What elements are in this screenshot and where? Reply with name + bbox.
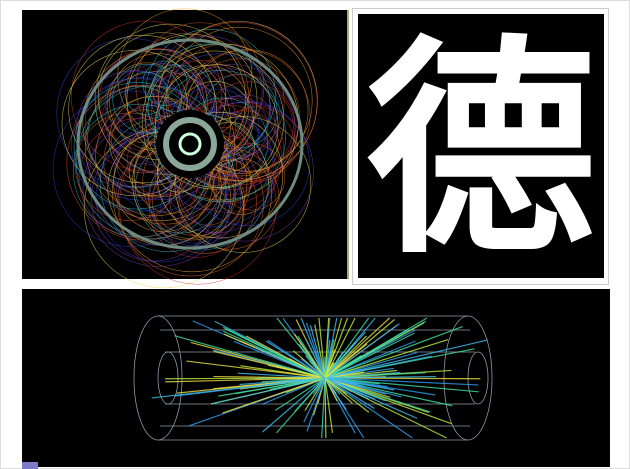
track bbox=[213, 350, 326, 379]
track bbox=[124, 71, 168, 115]
track bbox=[112, 63, 182, 134]
track bbox=[165, 377, 326, 383]
track bbox=[94, 23, 246, 176]
track bbox=[314, 324, 326, 379]
track bbox=[105, 63, 216, 174]
track bbox=[324, 317, 338, 379]
track bbox=[324, 317, 376, 379]
track bbox=[324, 326, 463, 379]
track bbox=[318, 317, 326, 379]
track bbox=[305, 339, 326, 379]
track bbox=[84, 70, 236, 222]
track bbox=[103, 100, 228, 225]
track bbox=[324, 377, 347, 410]
track bbox=[209, 159, 253, 203]
track bbox=[154, 111, 277, 234]
track bbox=[213, 375, 326, 379]
track bbox=[324, 323, 400, 379]
track bbox=[218, 377, 326, 397]
corner-marker bbox=[22, 462, 38, 469]
track bbox=[218, 143, 286, 211]
track-spray bbox=[151, 317, 488, 439]
track bbox=[303, 377, 326, 423]
track bbox=[324, 377, 418, 419]
track bbox=[151, 377, 326, 399]
track bbox=[161, 114, 275, 228]
track bbox=[324, 328, 409, 379]
track bbox=[324, 332, 415, 379]
track bbox=[324, 343, 368, 379]
track bbox=[212, 377, 326, 405]
track bbox=[324, 377, 479, 386]
character-panel bbox=[358, 14, 604, 278]
track bbox=[324, 317, 343, 379]
track bbox=[261, 377, 326, 433]
track bbox=[188, 68, 272, 152]
track bbox=[274, 377, 326, 411]
divider bbox=[347, 10, 349, 279]
track bbox=[177, 147, 280, 250]
track bbox=[324, 317, 330, 379]
track bbox=[68, 34, 217, 184]
track bbox=[82, 115, 235, 267]
track bbox=[165, 27, 313, 174]
track bbox=[324, 362, 334, 379]
track bbox=[156, 111, 284, 239]
track bbox=[106, 62, 188, 144]
track bbox=[154, 64, 279, 188]
track bbox=[324, 377, 370, 413]
track bbox=[157, 53, 281, 177]
track bbox=[324, 377, 402, 398]
outer-ring bbox=[76, 38, 304, 250]
track bbox=[305, 322, 326, 379]
beam-ring bbox=[178, 132, 202, 156]
track bbox=[56, 38, 207, 188]
track bbox=[82, 48, 231, 198]
track bbox=[324, 339, 449, 379]
track bbox=[222, 330, 326, 379]
track bbox=[324, 377, 353, 404]
track bbox=[174, 335, 326, 379]
track bbox=[306, 377, 326, 432]
track bbox=[324, 377, 327, 439]
track bbox=[300, 358, 326, 379]
track bbox=[294, 333, 326, 379]
track bbox=[324, 317, 390, 379]
track bbox=[294, 377, 326, 412]
track bbox=[158, 22, 318, 182]
inner-ring bbox=[163, 117, 217, 171]
track bbox=[324, 377, 413, 439]
track bbox=[324, 339, 331, 379]
track bbox=[265, 340, 326, 379]
track bbox=[186, 360, 326, 379]
track bbox=[324, 377, 395, 391]
track bbox=[324, 317, 370, 379]
track bbox=[321, 377, 326, 439]
calligraphy-character: 德 bbox=[366, 15, 596, 285]
track bbox=[324, 377, 334, 434]
detector bbox=[133, 315, 493, 441]
track bbox=[324, 375, 437, 379]
track bbox=[324, 372, 426, 379]
track bbox=[276, 317, 326, 379]
track bbox=[222, 377, 326, 414]
track bbox=[324, 339, 488, 379]
track bbox=[237, 372, 326, 379]
track bbox=[324, 377, 479, 393]
